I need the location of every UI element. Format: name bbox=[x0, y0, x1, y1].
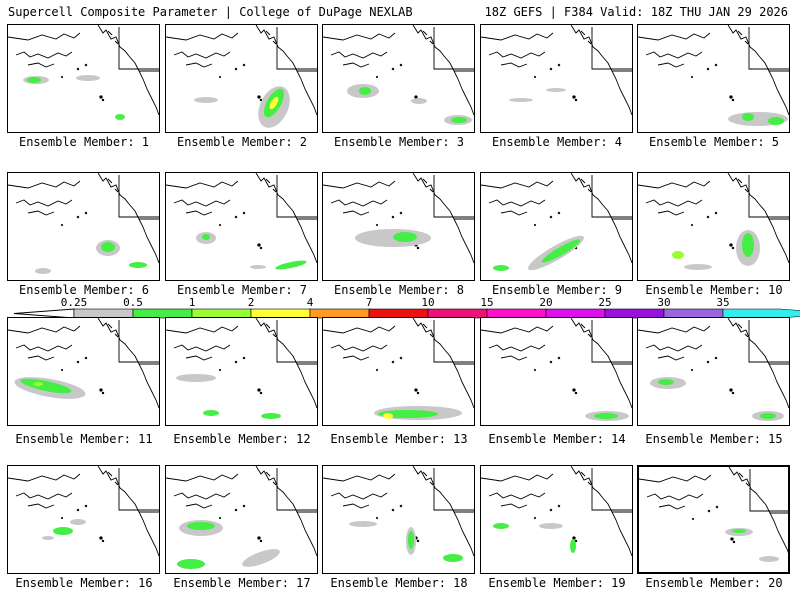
colorbar-level-label: 10 bbox=[421, 296, 435, 309]
member-8-label: Ensemble Member: 8 bbox=[333, 283, 465, 297]
member-9-map bbox=[480, 172, 633, 281]
member-14-map bbox=[480, 317, 633, 426]
member-3-label: Ensemble Member: 3 bbox=[333, 135, 465, 149]
colorbar-level-label: 4 bbox=[306, 296, 314, 309]
member-20-label: Ensemble Member: 20 bbox=[645, 576, 783, 590]
member-18-map bbox=[322, 465, 475, 574]
member-17-map bbox=[165, 465, 318, 574]
colorbar-level-label: 2 bbox=[247, 296, 255, 309]
run-valid-info: 18Z GEFS | F384 Valid: 18Z THU JAN 29 20… bbox=[484, 5, 788, 19]
member-2-map bbox=[165, 24, 318, 133]
member-9-label: Ensemble Member: 9 bbox=[491, 283, 623, 297]
member-4-label: Ensemble Member: 4 bbox=[491, 135, 623, 149]
member-14-label: Ensemble Member: 14 bbox=[488, 432, 626, 446]
member-19-map bbox=[480, 465, 633, 574]
colorbar-level-label: 25 bbox=[598, 296, 612, 309]
member-18-label: Ensemble Member: 18 bbox=[330, 576, 468, 590]
colorbar-level-label: 7 bbox=[365, 296, 373, 309]
member-10-label: Ensemble Member: 10 bbox=[645, 283, 783, 297]
member-11-map bbox=[7, 317, 160, 426]
colorbar-swatch bbox=[722, 308, 800, 319]
member-8-map bbox=[322, 172, 475, 281]
member-5-map bbox=[637, 24, 790, 133]
member-10-map bbox=[637, 172, 790, 281]
member-4-map bbox=[480, 24, 633, 133]
member-15-label: Ensemble Member: 15 bbox=[645, 432, 783, 446]
member-16-map bbox=[7, 465, 160, 574]
member-13-label: Ensemble Member: 13 bbox=[330, 432, 468, 446]
colorbar-level-label: 15 bbox=[480, 296, 494, 309]
colorbar bbox=[13, 308, 800, 319]
member-17-label: Ensemble Member: 17 bbox=[173, 576, 311, 590]
member-20-map bbox=[637, 465, 790, 574]
member-7-label: Ensemble Member: 7 bbox=[176, 283, 308, 297]
map-title: Supercell Composite Parameter | College … bbox=[8, 5, 413, 19]
member-13-map bbox=[322, 317, 475, 426]
member-11-label: Ensemble Member: 11 bbox=[15, 432, 153, 446]
member-2-label: Ensemble Member: 2 bbox=[176, 135, 308, 149]
member-12-map bbox=[165, 317, 318, 426]
colorbar-level-label: 1 bbox=[188, 296, 196, 309]
colorbar-level-label: 0.5 bbox=[123, 296, 143, 309]
member-7-map bbox=[165, 172, 318, 281]
member-19-label: Ensemble Member: 19 bbox=[488, 576, 626, 590]
member-5-label: Ensemble Member: 5 bbox=[648, 135, 780, 149]
colorbar-level-label: 35 bbox=[716, 296, 730, 309]
member-6-map bbox=[7, 172, 160, 281]
member-3-map bbox=[322, 24, 475, 133]
colorbar-level-label: 0.25 bbox=[60, 296, 88, 309]
colorbar-level-label: 20 bbox=[539, 296, 553, 309]
member-12-label: Ensemble Member: 12 bbox=[173, 432, 311, 446]
member-6-label: Ensemble Member: 6 bbox=[18, 283, 150, 297]
member-1-label: Ensemble Member: 1 bbox=[18, 135, 150, 149]
member-15-map bbox=[637, 317, 790, 426]
member-1-map bbox=[7, 24, 160, 133]
colorbar-level-label: 30 bbox=[657, 296, 671, 309]
member-16-label: Ensemble Member: 16 bbox=[15, 576, 153, 590]
